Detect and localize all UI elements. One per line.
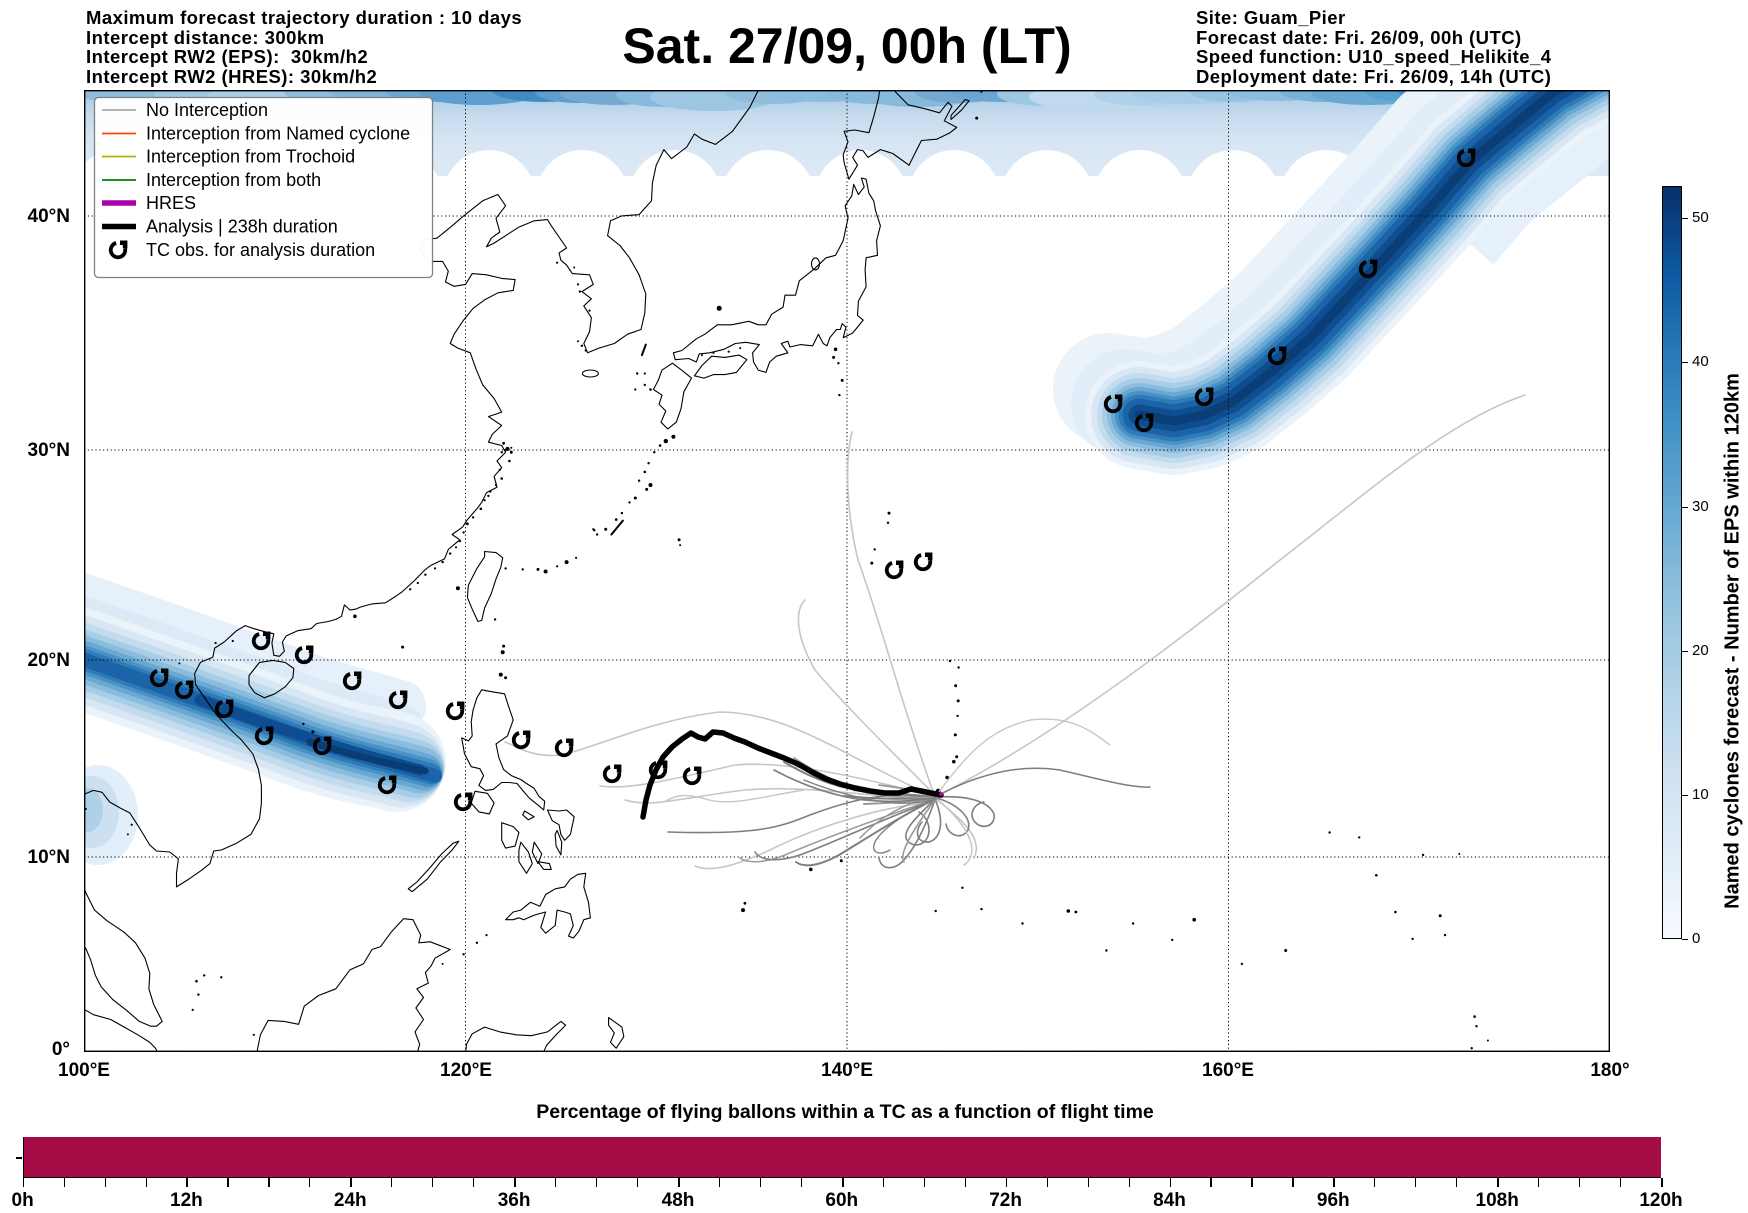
svg-text:Interception from Trochoid: Interception from Trochoid xyxy=(146,147,355,167)
svg-text:No Interception: No Interception xyxy=(146,100,268,120)
svg-text:Interception from Named cyclon: Interception from Named cyclone xyxy=(146,124,410,144)
svg-text:Interception from both: Interception from both xyxy=(146,170,321,190)
svg-text:TC obs. for analysis duration: TC obs. for analysis duration xyxy=(146,240,375,260)
svg-text:Analysis | 238h duration: Analysis | 238h duration xyxy=(146,217,338,237)
svg-text:HRES: HRES xyxy=(146,193,196,213)
